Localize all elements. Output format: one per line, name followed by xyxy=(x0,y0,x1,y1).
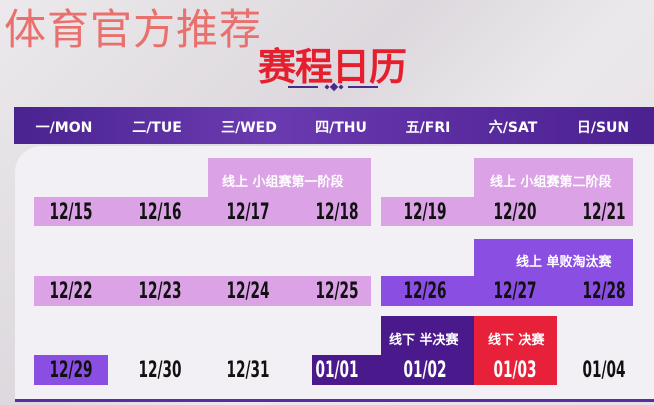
date-cell: 01/04 xyxy=(582,358,626,383)
date-cell: 12/20 xyxy=(493,200,537,225)
date-cell: 01/03 xyxy=(493,358,537,383)
final-box xyxy=(474,316,557,385)
date-cell: 12/30 xyxy=(138,358,182,383)
date-cell: 12/16 xyxy=(138,200,182,225)
date-cell: 12/28 xyxy=(582,279,626,304)
semifinal-box xyxy=(381,316,475,385)
day-thu: 四/THU xyxy=(315,120,367,136)
stage-knockout-label: 线上 单败淘汰赛 xyxy=(516,255,612,270)
day-fri: 五/FRI xyxy=(405,120,451,136)
day-tue: 二/TUE xyxy=(132,120,182,136)
knockout-bar xyxy=(381,276,633,306)
group1-bar xyxy=(34,197,371,226)
date-cell: 12/17 xyxy=(226,200,270,225)
knockout-label-box xyxy=(474,239,633,277)
group2-label-box xyxy=(474,158,633,198)
title-ornament xyxy=(288,82,380,92)
day-sat: 六/SAT xyxy=(488,120,538,136)
stage-group2-label: 线上 小组赛第二阶段 xyxy=(490,175,612,190)
date-cell: 12/25 xyxy=(315,279,359,304)
weekday-header: 一/MON 二/TUE 三/WED 四/THU 五/FRI 六/SAT 日/SU… xyxy=(14,107,654,144)
date-cell: 12/27 xyxy=(493,279,537,304)
date-cell: 12/31 xyxy=(226,358,270,383)
knockout-final-day-box xyxy=(34,355,108,385)
date-cell: 12/15 xyxy=(49,200,93,225)
page-title: 赛程日历 xyxy=(257,45,407,89)
group1-label-box xyxy=(208,158,371,198)
date-cell: 12/29 xyxy=(49,358,93,383)
date-cell: 01/02 xyxy=(403,358,447,383)
watermark: 体育官方推荐 xyxy=(4,5,263,54)
stage-final-label: 线下 决赛 xyxy=(488,333,545,348)
day-mon: 一/MON xyxy=(35,120,93,136)
date-cell: 12/18 xyxy=(315,200,359,225)
stage-group1-label: 线上 小组赛第一阶段 xyxy=(222,175,344,190)
day-wed: 三/WED xyxy=(221,120,277,136)
date-cell: 12/23 xyxy=(138,279,182,304)
stage-semifinal-label: 线下 半决赛 xyxy=(389,333,459,348)
date-cell: 12/22 xyxy=(49,279,93,304)
date-cell: 01/01 xyxy=(315,358,359,383)
group1-week2-bar xyxy=(34,276,371,306)
date-cell: 12/24 xyxy=(226,279,270,304)
date-cell: 12/26 xyxy=(403,279,447,304)
group2-bar xyxy=(381,197,633,226)
day-sun: 日/SUN xyxy=(576,120,630,136)
date-cell: 12/19 xyxy=(403,200,447,225)
date-cell: 12/21 xyxy=(582,200,626,225)
semifinal-day1-box xyxy=(312,355,382,385)
